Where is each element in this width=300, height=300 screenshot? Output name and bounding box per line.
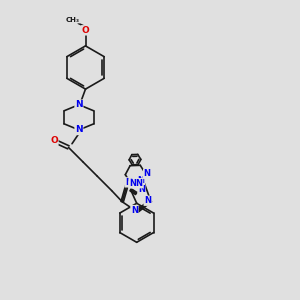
Text: O: O (82, 26, 89, 35)
Text: N: N (136, 179, 142, 188)
Text: N: N (125, 178, 132, 187)
Text: N: N (75, 125, 83, 134)
Text: N: N (144, 169, 151, 178)
Text: N: N (138, 185, 145, 194)
Text: N: N (129, 179, 136, 188)
Text: O: O (50, 136, 58, 145)
Text: N: N (131, 206, 138, 214)
Text: N: N (144, 196, 151, 205)
Text: CH₃: CH₃ (66, 17, 80, 23)
Text: N: N (137, 176, 144, 185)
Text: N: N (75, 100, 83, 109)
